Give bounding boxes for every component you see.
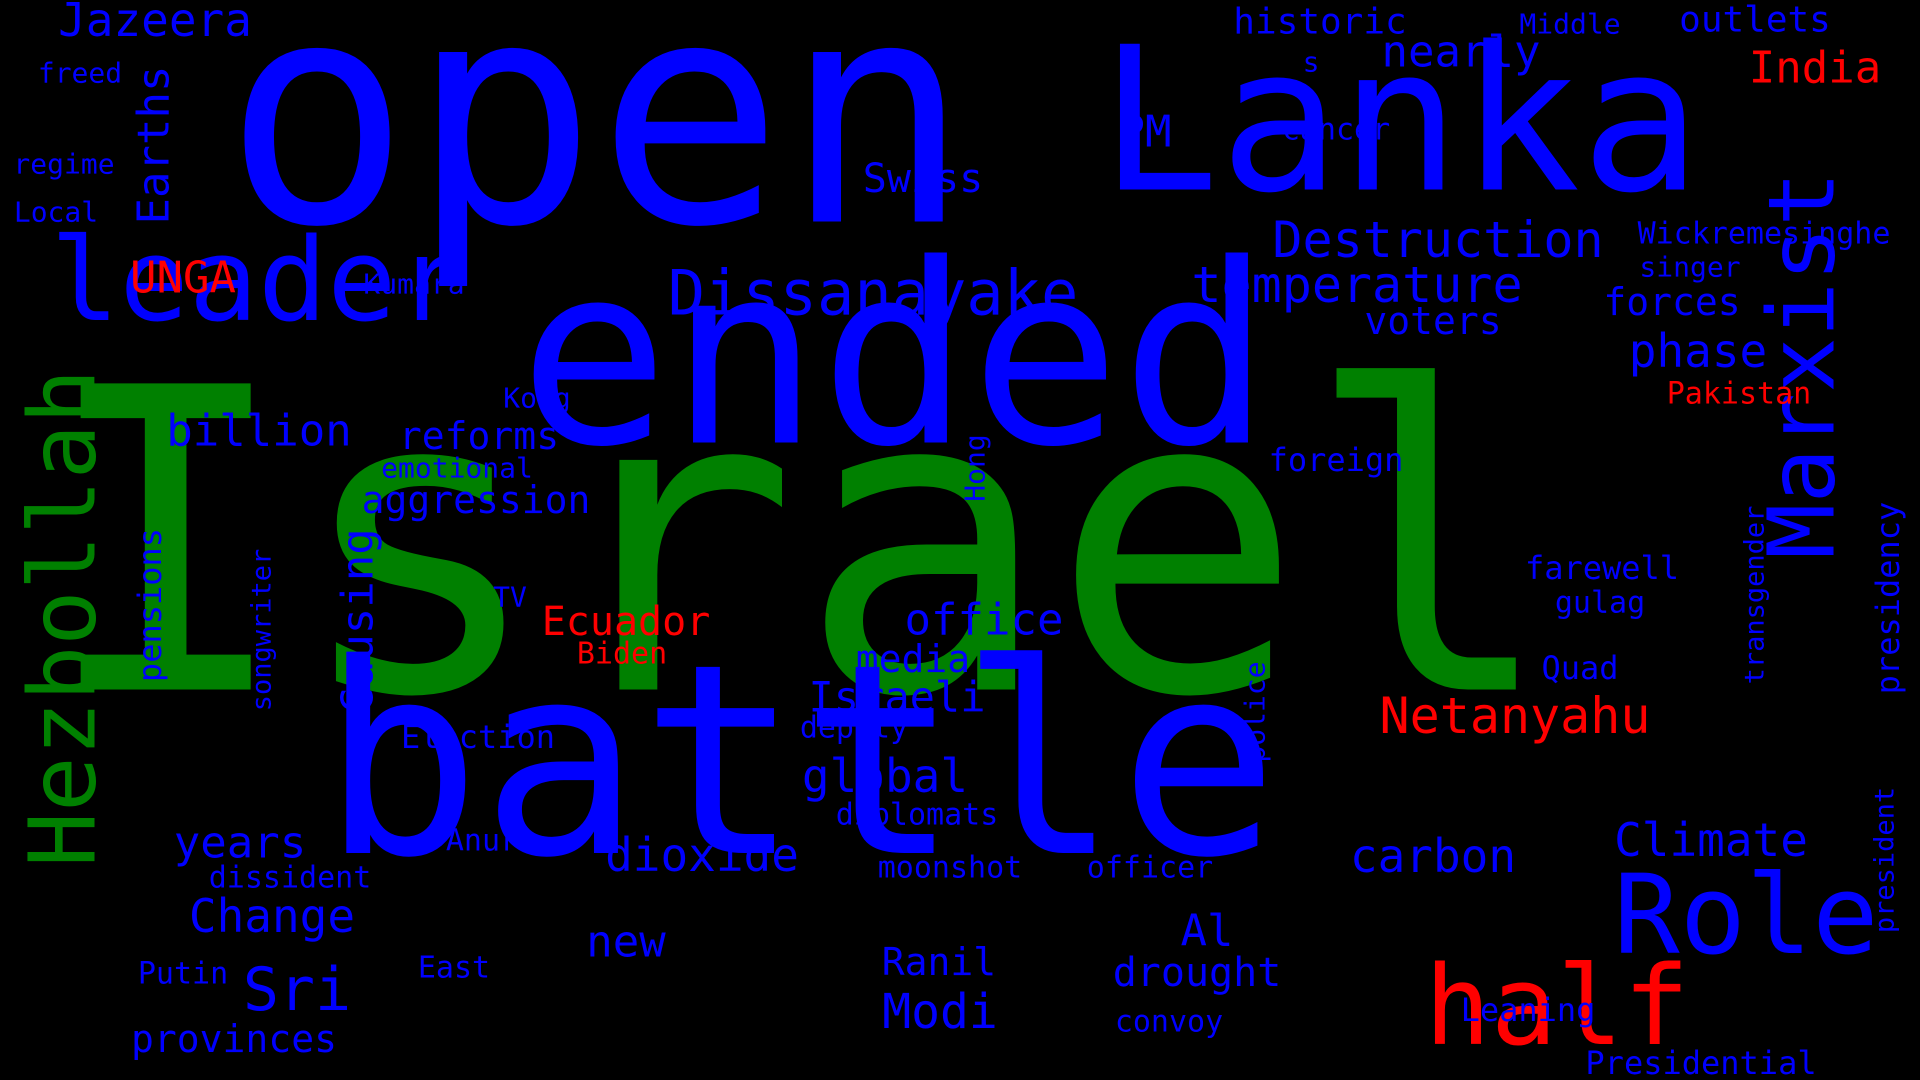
word-phase: phase bbox=[1629, 324, 1767, 378]
word-hong: Hong bbox=[959, 434, 992, 501]
word-india: India bbox=[1749, 43, 1881, 94]
word-drought: drought bbox=[1113, 950, 1282, 996]
word-battle: battle bbox=[321, 608, 1278, 916]
word-pm: PM bbox=[1119, 107, 1172, 158]
word-hezbollah: Hezbollah bbox=[10, 369, 117, 868]
word-marxist: Marxist bbox=[1749, 171, 1856, 559]
word-open: open bbox=[224, 0, 971, 296]
word-outlets: outlets bbox=[1679, 0, 1831, 41]
word-convoy: convoy bbox=[1115, 1005, 1223, 1040]
word-role: Role bbox=[1614, 851, 1879, 979]
word-change: Change bbox=[189, 889, 355, 943]
word-lanka: Lanka bbox=[1099, 5, 1701, 238]
word-anura: Anura bbox=[446, 824, 536, 859]
word-diplomats: diplomats bbox=[836, 798, 999, 833]
word-nearly: nearly bbox=[1382, 27, 1541, 78]
word-dissident: dissident bbox=[209, 861, 372, 896]
word-historic: historic bbox=[1233, 2, 1406, 43]
word-police: police bbox=[1239, 661, 1272, 762]
word-billion: billion bbox=[166, 406, 351, 457]
word-new: new bbox=[586, 917, 666, 968]
word-tv: TV bbox=[493, 581, 527, 614]
word-leaning: Leaning bbox=[1461, 991, 1596, 1029]
word-carbon: carbon bbox=[1350, 829, 1516, 883]
word-freed: freed bbox=[38, 57, 122, 90]
word-years: years bbox=[174, 818, 306, 869]
word-transgender: transgender bbox=[1740, 506, 1771, 685]
word-ranil: Ranil bbox=[882, 940, 996, 984]
word-ecuador: Ecuador bbox=[542, 599, 711, 645]
word-netanyahu: Netanyahu bbox=[1380, 687, 1651, 745]
word-destruction: Destruction bbox=[1272, 211, 1603, 269]
word-gulag: gulag bbox=[1555, 586, 1645, 621]
word-presidential: Presidential bbox=[1585, 1044, 1816, 1080]
word-media: media bbox=[856, 637, 970, 681]
word-sri: Sri bbox=[243, 955, 351, 1025]
word-climate: Climate bbox=[1614, 813, 1808, 867]
word-pakistan: Pakistan bbox=[1667, 377, 1812, 412]
word-middle: Middle bbox=[1519, 8, 1620, 41]
word-unga: UNGA bbox=[130, 253, 236, 304]
word-wickremesinghe: Wickremesinghe bbox=[1638, 217, 1891, 252]
word-leader: leader bbox=[50, 214, 465, 348]
word-swiss: Swiss bbox=[863, 156, 983, 202]
word-singer: singer bbox=[1639, 251, 1740, 284]
word-provinces: provinces bbox=[131, 1017, 337, 1061]
word-israeli: Israeli bbox=[808, 673, 985, 722]
word-jazeera: Jazeera bbox=[58, 0, 252, 47]
word-aggression: aggression bbox=[362, 478, 591, 522]
word-forces: forces bbox=[1603, 280, 1740, 324]
word-president: president bbox=[1870, 787, 1901, 933]
word-modi: Modi bbox=[882, 984, 998, 1040]
word-dioxide: dioxide bbox=[605, 828, 799, 882]
word-putin: Putin bbox=[138, 957, 228, 992]
word-ended: ended bbox=[519, 211, 1272, 502]
word-causing: Causing bbox=[333, 528, 384, 713]
word-office: office bbox=[905, 595, 1064, 646]
word-presidency: presidency bbox=[1869, 502, 1907, 695]
word-deputy: deputy bbox=[800, 711, 908, 746]
word-kumara: Kumara bbox=[363, 268, 464, 301]
word-moonshot: moonshot bbox=[878, 851, 1023, 886]
word-voters: voters bbox=[1364, 299, 1501, 343]
word-s: s bbox=[1303, 46, 1320, 79]
word-dissanayake: Dissanayake bbox=[668, 257, 1079, 330]
word-east: East bbox=[418, 951, 490, 986]
word-quad: Quad bbox=[1541, 649, 1618, 687]
word-kong: Kong bbox=[503, 382, 570, 415]
word-al: Al bbox=[1181, 906, 1234, 957]
word-pensions: pensions bbox=[131, 528, 169, 682]
word-cancer: cancer bbox=[1282, 113, 1390, 148]
word-farewell: farewell bbox=[1525, 549, 1679, 587]
word-half: half bbox=[1425, 942, 1690, 1070]
word-biden: Biden bbox=[577, 637, 667, 672]
word-officer: officer bbox=[1087, 851, 1213, 886]
word-israel: Israel bbox=[39, 301, 1556, 790]
word-election: Election bbox=[401, 718, 555, 756]
word-emotional: emotional bbox=[381, 452, 533, 485]
word-regime: regime bbox=[13, 148, 114, 181]
word-songwriter: songwriter bbox=[247, 549, 278, 712]
word-reforms: reforms bbox=[399, 414, 559, 458]
word-global: global bbox=[802, 749, 968, 803]
word-temperature: temperature bbox=[1191, 256, 1522, 314]
word-foreign: foreign bbox=[1269, 441, 1404, 479]
word-earths: Earths bbox=[129, 66, 180, 225]
word-local: Local bbox=[14, 196, 98, 229]
